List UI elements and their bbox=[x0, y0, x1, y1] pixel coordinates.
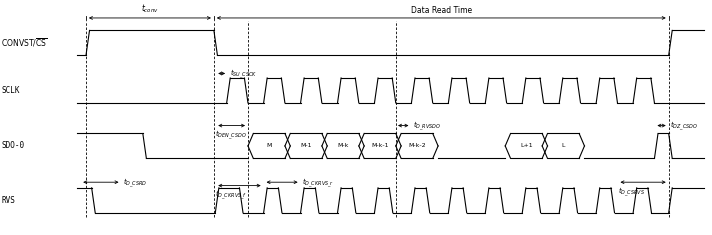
Text: $t_{DZ\_CSDO}$: $t_{DZ\_CSDO}$ bbox=[670, 120, 698, 133]
Text: M-k-1: M-k-1 bbox=[371, 143, 389, 149]
Text: SDO-0: SDO-0 bbox=[1, 141, 24, 150]
Text: $t_{D\_CSRVS}$: $t_{D\_CSRVS}$ bbox=[617, 185, 644, 199]
Text: $t_{D\_CSRD}$: $t_{D\_CSRD}$ bbox=[123, 176, 147, 190]
Text: $t_{SU\_CSCK}$: $t_{SU\_CSCK}$ bbox=[229, 68, 257, 81]
Text: SCLK: SCLK bbox=[1, 86, 20, 95]
Text: M-k-2: M-k-2 bbox=[408, 143, 426, 149]
Text: $t_{DEN\_CSDO}$: $t_{DEN\_CSDO}$ bbox=[215, 129, 247, 142]
Text: L: L bbox=[562, 143, 565, 149]
Text: L+1: L+1 bbox=[520, 143, 533, 149]
Text: $t_{D\_CKRVS\_r}$: $t_{D\_CKRVS\_r}$ bbox=[302, 176, 334, 190]
Text: $t_{D\_CKRVS\_f}$: $t_{D\_CKRVS\_f}$ bbox=[215, 189, 248, 202]
Text: M: M bbox=[266, 143, 272, 149]
Text: CONVST/$\overline{\rm CS}$: CONVST/$\overline{\rm CS}$ bbox=[1, 36, 48, 49]
Text: M-1: M-1 bbox=[300, 143, 312, 149]
Text: $t_{conv}$: $t_{conv}$ bbox=[141, 2, 159, 15]
Text: M-k: M-k bbox=[337, 143, 349, 149]
Text: $t_{D\_RVSDO}$: $t_{D\_RVSDO}$ bbox=[413, 120, 441, 133]
Text: Data Read Time: Data Read Time bbox=[411, 6, 472, 15]
Text: RVS: RVS bbox=[1, 196, 15, 205]
